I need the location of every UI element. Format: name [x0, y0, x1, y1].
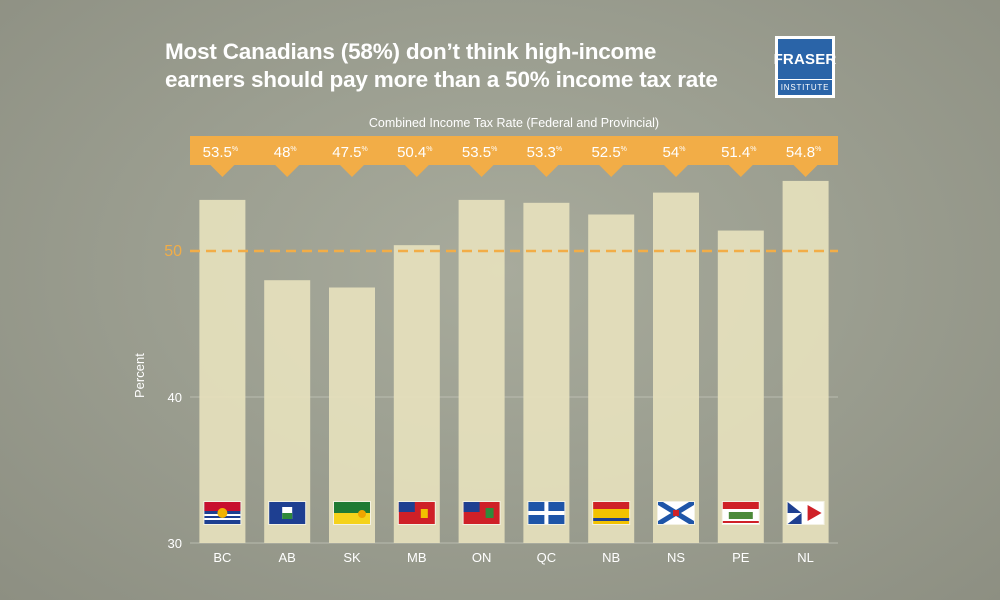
ab-flag-icon	[268, 501, 307, 525]
x-tick-label-on: ON	[472, 550, 492, 565]
banner-pointer	[793, 165, 818, 177]
nb-flag-icon	[592, 501, 631, 525]
title-line-2: earners should pay more than a 50% incom…	[165, 67, 718, 92]
nl-flag-icon	[786, 501, 825, 525]
y-tick-label: 40	[168, 390, 182, 405]
data-label-on: 53.5%	[462, 144, 497, 161]
pe-flag-icon	[721, 501, 760, 525]
x-tick-label-pe: PE	[732, 550, 750, 565]
x-tick-label-mb: MB	[407, 550, 427, 565]
data-label-nl: 54.8%	[786, 144, 821, 161]
banner-pointer	[340, 165, 364, 177]
chart-title: Most Canadians (58%) don’t think high-in…	[165, 38, 765, 94]
logo-wordmark: FRASER	[774, 39, 836, 79]
on-flag-icon	[462, 501, 501, 525]
x-tick-label-bc: BC	[213, 550, 231, 565]
y-tick-label: 30	[168, 536, 182, 551]
banner-pointer	[664, 165, 688, 177]
data-label-bc: 53.5%	[203, 144, 238, 161]
x-tick-label-sk: SK	[343, 550, 361, 565]
data-label-mb: 50.4%	[397, 144, 432, 161]
data-label-sk: 47.5%	[332, 144, 367, 161]
bar-mb	[393, 245, 440, 543]
x-tick-label-qc: QC	[537, 550, 557, 565]
banner-pointer	[728, 165, 753, 177]
x-tick-label-nl: NL	[797, 550, 814, 565]
banner-pointer	[534, 165, 559, 177]
banner-pointer	[275, 165, 300, 177]
x-tick-label-ns: NS	[667, 550, 685, 565]
banner-pointer	[599, 165, 624, 177]
y-tick-label: 50	[164, 243, 182, 260]
rate-banner	[190, 136, 838, 165]
title-line-1: Most Canadians (58%) don’t think high-in…	[165, 39, 657, 64]
logo-subtext: INSTITUTE	[778, 79, 832, 95]
sk-flag-icon	[333, 501, 371, 525]
bar-nl	[782, 180, 829, 544]
bar-sk	[329, 287, 375, 543]
mb-flag-icon	[397, 501, 436, 525]
qc-flag-icon	[527, 501, 566, 525]
ns-flag-icon	[657, 501, 695, 525]
bar-bc	[199, 199, 246, 543]
data-label-pe: 51.4%	[721, 144, 756, 161]
data-label-qc: 53.3%	[527, 144, 562, 161]
data-label-nb: 52.5%	[591, 144, 626, 161]
banner-pointer	[210, 165, 235, 177]
x-tick-label-ab: AB	[279, 550, 296, 565]
bar-ab	[264, 280, 311, 543]
banner-pointer	[404, 165, 429, 177]
bar-on	[458, 199, 505, 543]
fraser-institute-logo: FRASER INSTITUTE	[774, 36, 836, 98]
bar-pe	[717, 230, 764, 543]
chart-subtitle: Combined Income Tax Rate (Federal and Pr…	[368, 116, 660, 130]
banner-pointer	[469, 165, 494, 177]
x-tick-label-nb: NB	[602, 550, 620, 565]
bar-qc	[523, 202, 570, 543]
bar-ns	[653, 192, 699, 543]
bar-nb	[588, 214, 635, 543]
bc-flag-icon	[203, 501, 242, 525]
